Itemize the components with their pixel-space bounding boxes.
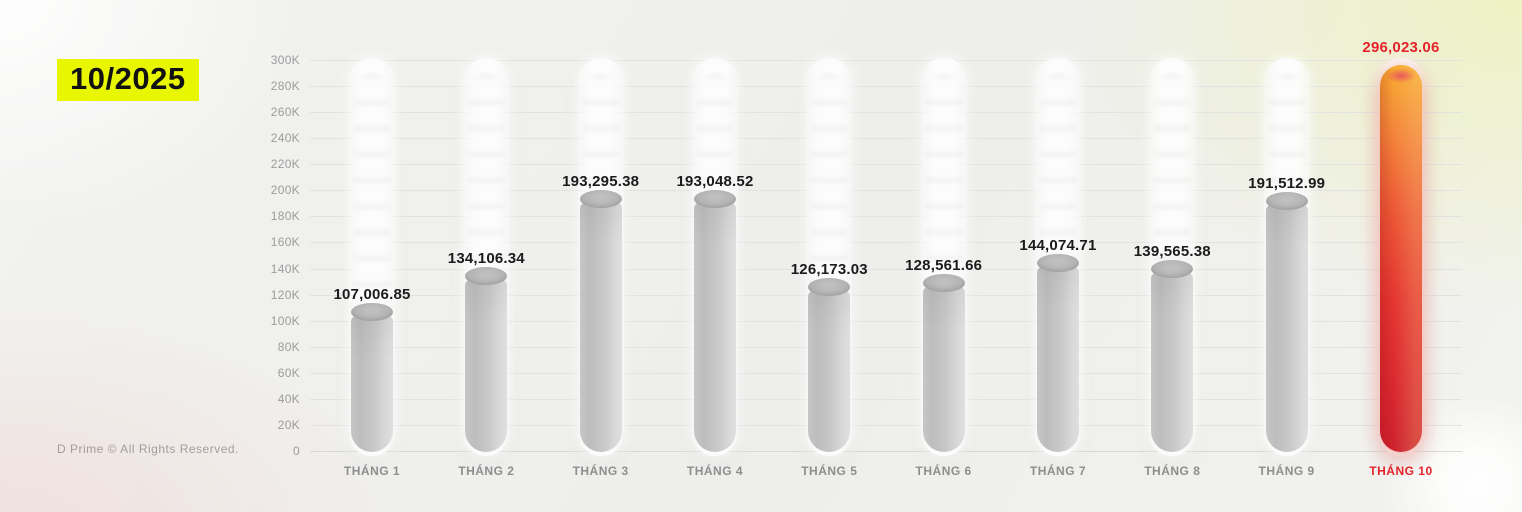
bar-fill-top-ellipse bbox=[1151, 260, 1194, 279]
y-axis-tick-label: 280K bbox=[270, 79, 300, 94]
bar-fill-top-ellipse bbox=[579, 190, 622, 209]
period-badge: 10/2025 bbox=[57, 59, 199, 101]
gridline bbox=[310, 60, 1462, 61]
x-axis-label-month-2: THÁNG 2 bbox=[458, 464, 515, 478]
gridline bbox=[310, 320, 1462, 322]
bar-fill bbox=[922, 274, 965, 452]
bar-fill-top-ellipse bbox=[351, 302, 393, 321]
x-axis-label-month-4: THÁNG 4 bbox=[686, 464, 744, 478]
bar-column-month-6[interactable] bbox=[920, 58, 967, 456]
bar-fill bbox=[1265, 192, 1308, 452]
bar-column-month-3[interactable] bbox=[577, 58, 624, 456]
x-axis-label-month-8: THÁNG 8 bbox=[1144, 464, 1201, 478]
bar-fill bbox=[465, 267, 508, 452]
gridline bbox=[310, 216, 1462, 218]
y-axis-tick-label: 0 bbox=[293, 444, 300, 458]
bar-fill bbox=[351, 302, 393, 452]
x-axis-label-month-1: THÁNG 1 bbox=[343, 464, 401, 478]
bar-column-month-1[interactable] bbox=[349, 58, 395, 456]
gridline bbox=[310, 398, 1462, 400]
x-axis-label-month-5: THÁNG 5 bbox=[801, 464, 858, 478]
y-axis-tick-label: 100K bbox=[270, 313, 300, 328]
bar-column-month-7[interactable] bbox=[1034, 58, 1081, 456]
bar-value-label: 139,565.38 bbox=[1133, 243, 1211, 261]
bar-fill bbox=[808, 277, 851, 452]
x-axis-label-month-6: THÁNG 6 bbox=[915, 464, 972, 478]
bar-value-label: 134,106.34 bbox=[447, 250, 525, 268]
y-axis-tick-label: 300K bbox=[270, 53, 300, 67]
y-axis-tick-label: 160K bbox=[270, 235, 300, 250]
bar-fill bbox=[1151, 260, 1194, 452]
bar-fill-top-ellipse bbox=[922, 274, 965, 293]
gridline bbox=[310, 424, 1462, 426]
bar-fill-top-ellipse bbox=[1036, 254, 1079, 273]
gridline bbox=[310, 451, 1462, 452]
bar-column-month-4[interactable] bbox=[691, 58, 738, 456]
y-axis-tick-label: 120K bbox=[270, 287, 300, 302]
y-axis-tick-label: 260K bbox=[270, 105, 300, 120]
x-axis-label-month-3: THÁNG 3 bbox=[572, 464, 629, 478]
gridline bbox=[310, 164, 1462, 166]
gridline bbox=[310, 112, 1462, 114]
bar-value-label: 144,074.71 bbox=[1019, 237, 1097, 255]
bar-value-label: 193,295.38 bbox=[562, 173, 640, 191]
x-axis-label-month-9: THÁNG 9 bbox=[1258, 464, 1315, 478]
bar-fill bbox=[693, 190, 736, 452]
bar-value-label: 193,048.52 bbox=[676, 173, 754, 191]
gridline bbox=[310, 242, 1462, 244]
bar-fill bbox=[579, 190, 622, 452]
bar-value-label: 128,561.66 bbox=[905, 257, 983, 275]
gridline bbox=[310, 372, 1462, 374]
copyright-text: D Prime © All Rights Reserved. bbox=[57, 442, 239, 456]
y-axis-tick-label: 80K bbox=[277, 339, 300, 354]
y-axis-tick-label: 200K bbox=[270, 183, 300, 198]
y-axis-tick-label: 220K bbox=[270, 157, 300, 172]
gridline bbox=[310, 138, 1462, 140]
bar-column-month-2[interactable] bbox=[463, 58, 510, 456]
y-axis-tick-label: 40K bbox=[277, 391, 300, 406]
y-axis-tick-label: 180K bbox=[270, 209, 300, 224]
bar-fill-top-ellipse bbox=[693, 190, 736, 209]
bar-fill-top-ellipse bbox=[1265, 192, 1308, 211]
period-label: 10/2025 bbox=[70, 61, 186, 96]
bar-fill-highlight bbox=[1379, 65, 1422, 452]
y-axis-tick-label: 140K bbox=[270, 261, 300, 276]
bar-fill bbox=[1036, 254, 1079, 452]
bar-value-label: 126,173.03 bbox=[790, 260, 868, 278]
y-axis-tick-label: 60K bbox=[277, 365, 300, 380]
bar-value-label: 296,023.06 bbox=[1362, 39, 1440, 57]
gridline bbox=[310, 190, 1462, 192]
y-axis-tick-label: 20K bbox=[277, 417, 300, 432]
gridline bbox=[310, 268, 1462, 270]
bar-column-month-8[interactable] bbox=[1149, 58, 1196, 456]
bar-column-month-5[interactable] bbox=[806, 58, 853, 456]
bar-column-month-10[interactable] bbox=[1377, 58, 1424, 456]
gridline bbox=[310, 346, 1462, 348]
gridline bbox=[310, 86, 1462, 88]
bar-value-label: 107,006.85 bbox=[333, 285, 411, 303]
bar-fill-top-ellipse bbox=[808, 277, 851, 296]
y-axis-tick-label: 240K bbox=[270, 131, 300, 146]
bar-column-month-9[interactable] bbox=[1263, 58, 1310, 456]
gridline bbox=[310, 294, 1462, 296]
x-axis-label-month-10: THÁNG 10 bbox=[1369, 464, 1433, 478]
x-axis-label-month-7: THÁNG 7 bbox=[1029, 464, 1087, 478]
bar-fill-top-ellipse bbox=[1384, 68, 1417, 83]
bar-value-label: 191,512.99 bbox=[1248, 175, 1326, 193]
bar-fill-top-ellipse bbox=[465, 267, 508, 286]
